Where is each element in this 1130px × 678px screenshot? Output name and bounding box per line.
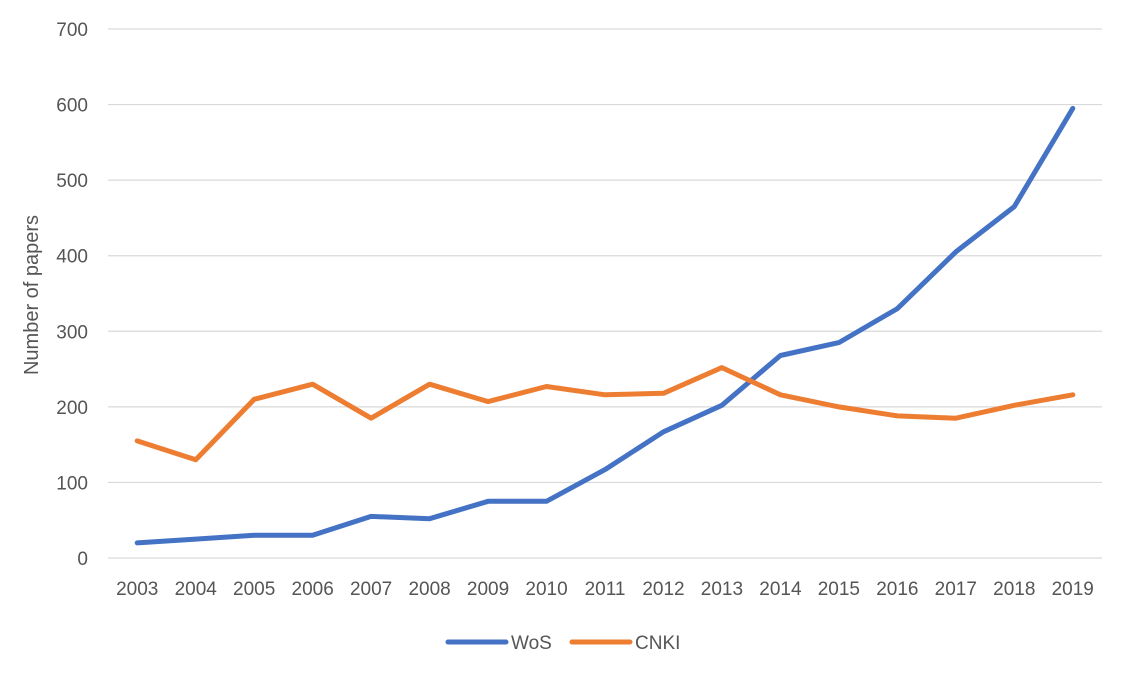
x-tick-label: 2018 bbox=[993, 579, 1035, 600]
y-tick-label: 500 bbox=[56, 171, 88, 192]
x-tick-label: 2003 bbox=[116, 579, 158, 600]
x-tick-label: 2009 bbox=[467, 579, 509, 600]
series-line-wos bbox=[134, 105, 1076, 546]
x-tick-label: 2014 bbox=[759, 579, 802, 600]
y-tick-label: 300 bbox=[56, 322, 88, 343]
y-tick-label: 600 bbox=[56, 96, 88, 117]
y-tick-labels: 0 100 200 300 400 500 600 700 bbox=[56, 20, 88, 570]
x-tick-label: 2013 bbox=[701, 579, 743, 600]
legend: WoS CNKI bbox=[445, 633, 680, 654]
x-tick-label: 2019 bbox=[1052, 579, 1094, 600]
series-line-cnki bbox=[134, 365, 1076, 463]
x-tick-label: 2004 bbox=[175, 579, 218, 600]
legend-label: CNKI bbox=[635, 633, 680, 654]
y-axis-title: Number of papers bbox=[21, 215, 43, 375]
x-tick-label: 2007 bbox=[350, 579, 392, 600]
x-tick-label: 2008 bbox=[408, 579, 450, 600]
x-tick-labels: 2003 2004 2005 2006 2007 2008 2009 2010 2011 2012… bbox=[116, 579, 1094, 600]
x-tick-label: 2005 bbox=[233, 579, 275, 600]
x-tick-label: 2012 bbox=[642, 579, 684, 600]
x-tick-label: 2017 bbox=[935, 579, 977, 600]
legend-label: WoS bbox=[511, 633, 552, 654]
series-lines bbox=[134, 105, 1076, 546]
x-tick-label: 2010 bbox=[525, 579, 567, 600]
y-tick-label: 0 bbox=[77, 549, 88, 570]
y-tick-label: 400 bbox=[56, 247, 88, 268]
y-tick-label: 200 bbox=[56, 398, 88, 419]
x-tick-label: 2006 bbox=[292, 579, 334, 600]
y-tick-label: 100 bbox=[56, 473, 88, 494]
gridlines bbox=[108, 28, 1102, 559]
x-tick-label: 2011 bbox=[585, 579, 626, 600]
x-tick-label: 2015 bbox=[818, 579, 860, 600]
x-tick-label: 2016 bbox=[876, 579, 918, 600]
y-tick-label: 700 bbox=[56, 20, 88, 41]
